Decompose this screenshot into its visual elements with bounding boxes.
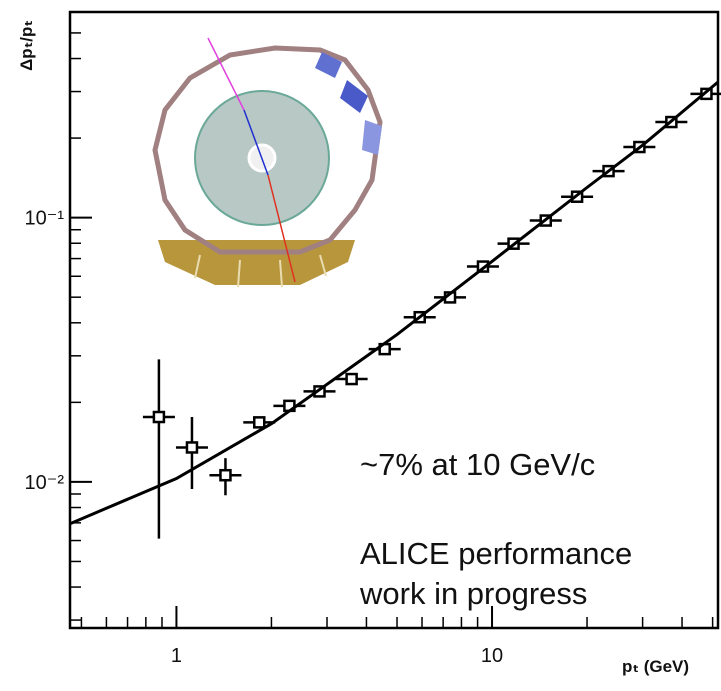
x-tick-label: 1 (171, 645, 182, 667)
data-point (254, 417, 264, 427)
track-outer (208, 38, 244, 110)
annotation: ALICE performance (360, 536, 632, 571)
y-axis-label: Δpₜ/pₜ (17, 20, 36, 71)
y-tick-label: 10⁻² (25, 472, 65, 494)
annotation: work in progress (359, 576, 587, 611)
emcal-segment (362, 120, 382, 155)
calorimeter-lower (158, 240, 355, 285)
data-point (187, 442, 197, 452)
y-tick-label: 10⁻¹ (25, 208, 65, 230)
data-point (154, 412, 164, 422)
annotation: ~7% at 10 GeV/c (360, 447, 595, 482)
x-axis-label: pₜ (GeV) (622, 657, 689, 676)
detector-illustration (155, 38, 382, 287)
x-tick-label: 10 (481, 645, 503, 667)
chart: pₜ (GeV) Δpₜ/pₜ ~7% at 10 GeV/c ALICE pe… (0, 0, 721, 691)
data-point (347, 374, 357, 384)
data-point (220, 470, 230, 480)
